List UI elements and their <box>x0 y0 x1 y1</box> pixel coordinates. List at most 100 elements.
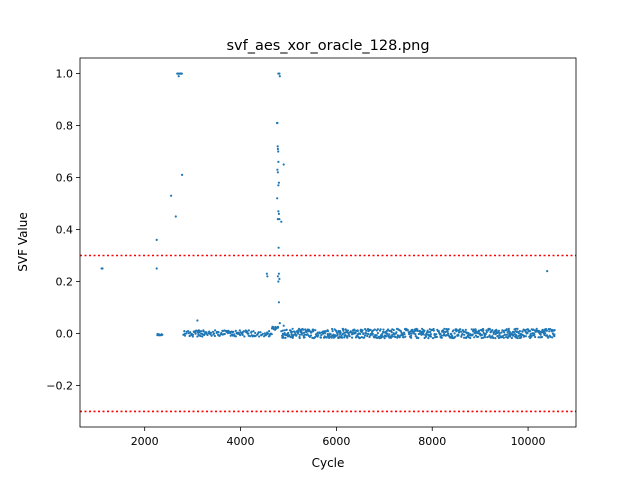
data-point <box>298 333 301 336</box>
data-point <box>447 332 450 335</box>
data-point <box>432 327 435 331</box>
data-point <box>553 335 556 338</box>
data-point <box>358 336 362 339</box>
data-point <box>155 267 158 270</box>
data-point <box>277 184 280 187</box>
chart-title: svf_aes_xor_oracle_128.png <box>226 38 429 54</box>
data-point <box>246 330 249 333</box>
data-point <box>533 333 536 336</box>
data-point <box>340 334 343 338</box>
data-point <box>276 197 279 200</box>
data-point <box>258 335 261 338</box>
x-tick-label: 8000 <box>418 435 446 448</box>
data-point <box>498 332 501 335</box>
data-point <box>252 330 255 333</box>
data-point <box>386 328 390 331</box>
data-point <box>498 333 501 337</box>
data-point <box>417 336 420 340</box>
data-point <box>277 280 280 283</box>
data-point <box>303 333 307 336</box>
data-point <box>422 333 425 336</box>
data-point <box>463 336 466 339</box>
data-point <box>259 331 262 334</box>
data-point <box>331 327 334 331</box>
x-tick-label: 4000 <box>227 435 255 448</box>
data-point <box>284 336 287 339</box>
data-point <box>276 218 279 221</box>
data-point <box>497 329 500 332</box>
data-point <box>314 329 317 332</box>
data-point <box>194 331 197 334</box>
data-point <box>482 336 485 339</box>
data-point <box>416 329 419 333</box>
data-point <box>351 336 354 339</box>
data-point <box>348 335 351 338</box>
data-point <box>336 334 339 337</box>
data-point <box>443 327 446 330</box>
data-point <box>243 335 246 338</box>
data-point <box>181 173 184 176</box>
data-point <box>261 332 264 335</box>
data-point <box>546 270 549 273</box>
data-point <box>399 330 402 333</box>
data-point <box>234 329 237 332</box>
data-point <box>191 335 194 338</box>
data-point <box>375 334 378 337</box>
data-point <box>232 330 235 333</box>
data-point <box>526 331 529 335</box>
data-point <box>276 325 280 328</box>
data-point <box>101 267 104 270</box>
data-point <box>277 272 280 275</box>
data-point <box>254 331 257 335</box>
data-point <box>477 329 481 332</box>
data-point <box>523 329 527 332</box>
data-point <box>427 337 430 340</box>
data-point <box>276 147 279 151</box>
data-point <box>242 330 245 333</box>
data-point <box>183 330 186 333</box>
data-point <box>325 336 328 339</box>
data-point <box>276 171 279 174</box>
data-point <box>250 330 253 333</box>
data-point <box>277 181 280 184</box>
data-point <box>510 336 513 340</box>
data-point <box>196 319 199 322</box>
data-point <box>297 330 300 333</box>
data-point <box>540 331 543 334</box>
plot-area <box>80 72 576 413</box>
data-point <box>277 246 280 249</box>
data-point <box>276 275 279 278</box>
data-point <box>521 330 524 333</box>
data-point <box>183 332 186 335</box>
x-tick-label: 2000 <box>131 435 159 448</box>
data-point <box>293 331 296 334</box>
data-point <box>281 329 284 332</box>
data-point <box>278 72 281 75</box>
data-point <box>404 335 407 338</box>
y-tick-label: 0.0 <box>56 327 74 340</box>
data-point <box>238 329 241 332</box>
axes: 2000 4000 6000 8000 10000 −0.2 0.0 0.2 0.4 0.6 0.8… <box>46 57 577 448</box>
y-tick-label: 0.4 <box>56 224 74 237</box>
data-point <box>270 333 273 336</box>
data-point <box>369 328 372 332</box>
x-axis-label: Cycle <box>312 456 345 470</box>
data-point <box>535 327 538 330</box>
data-point <box>545 328 548 331</box>
data-point <box>277 160 280 163</box>
data-point <box>206 333 209 337</box>
data-point <box>188 334 191 338</box>
data-point <box>425 333 428 336</box>
data-point <box>553 333 556 336</box>
data-point <box>371 332 374 336</box>
data-point <box>513 331 516 334</box>
data-point <box>365 332 368 335</box>
data-point <box>539 333 542 336</box>
data-point <box>424 335 428 338</box>
data-point <box>295 334 298 337</box>
data-point <box>283 329 286 332</box>
data-point <box>548 330 551 333</box>
data-point <box>540 335 544 339</box>
y-axis-label: SVF Value <box>16 212 30 272</box>
